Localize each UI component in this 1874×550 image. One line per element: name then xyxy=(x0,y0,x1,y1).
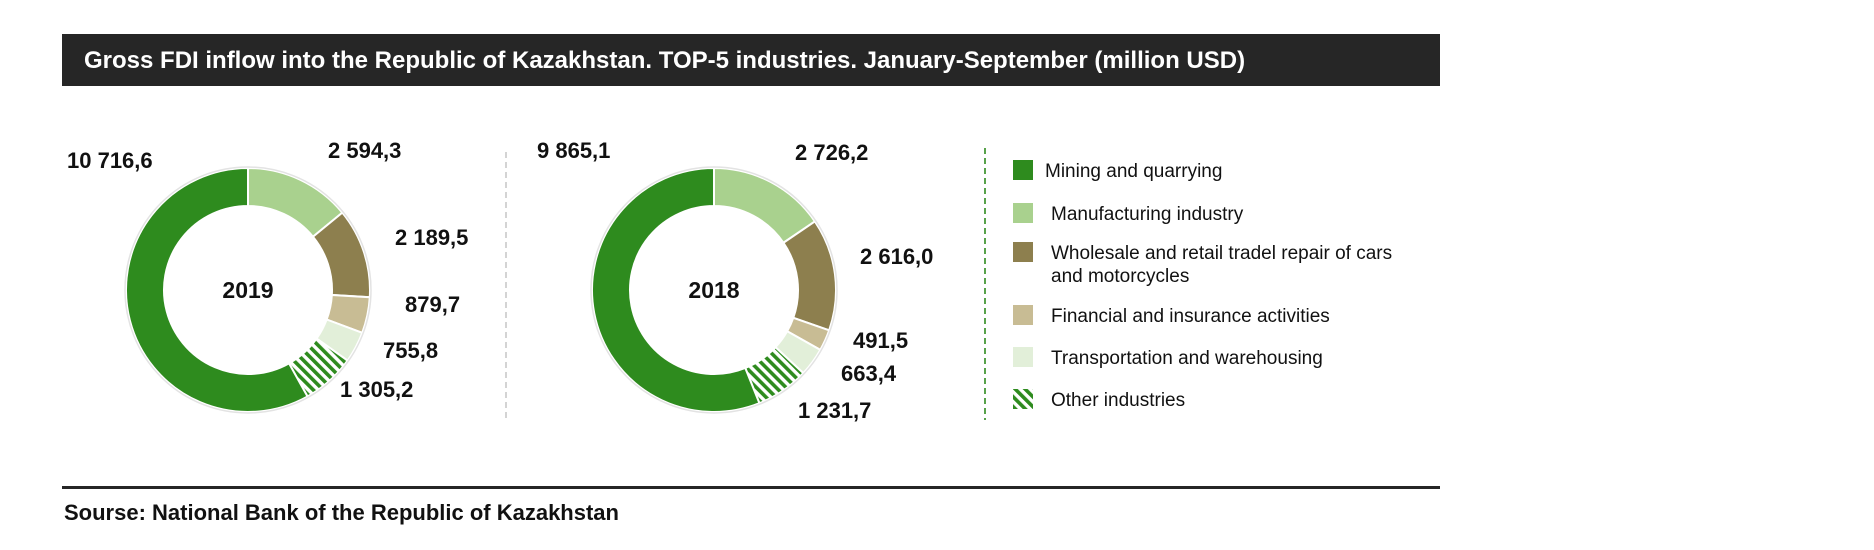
value-label-mining-and-quarrying-2018: 9 865,1 xyxy=(537,138,610,163)
donut-center-label: 2018 xyxy=(688,277,739,303)
legend-label: Manufacturing industry xyxy=(1051,204,1244,225)
value-label-manufacturing-industry-2018: 2 726,2 xyxy=(795,140,868,165)
legend-swatch xyxy=(1013,305,1033,325)
value-label-other-industries-2019: 1 305,2 xyxy=(340,377,413,402)
legend-label: Financial and insurance activities xyxy=(1051,306,1330,327)
value-label-other-industries-2018: 1 231,7 xyxy=(798,398,871,423)
slice-mining-and-quarrying-2019 xyxy=(125,166,309,413)
slice-mining-and-quarrying-2018 xyxy=(591,166,761,413)
legend-item-other-industries: Other industries xyxy=(1013,389,1185,411)
legend-label: Mining and quarrying xyxy=(1045,161,1222,182)
donut-outline xyxy=(124,166,372,414)
value-label-wholesale-and-retail-tradel-repair-of-cars-and-motorcycles-2018: 2 616,0 xyxy=(860,244,933,269)
legend-item-mining-and-quarrying: Mining and quarrying xyxy=(1013,160,1222,182)
source-note: Sourse: National Bank of the Republic of… xyxy=(64,500,619,525)
legend-label: Transportation and warehousing xyxy=(1051,348,1323,369)
legend-item-manufacturing-industry: Manufacturing industry xyxy=(1013,203,1244,225)
value-label-financial-and-insurance-activities-2018: 491,5 xyxy=(853,328,908,353)
donut-2018: 2018 9 865,1 2 726,2 2 616,0 491,5 663,4 1 231… xyxy=(537,138,933,423)
legend-swatch xyxy=(1013,389,1033,409)
value-label-transportation-and-warehousing-2018: 663,4 xyxy=(841,361,897,386)
chart-title: Gross FDI inflow into the Republic of Ka… xyxy=(84,47,1246,74)
donut-center-label: 2019 xyxy=(222,277,273,303)
slice-wholesale-and-retail-tradel-repair-of-cars-and-motorcycles-2018 xyxy=(782,220,837,332)
legend-label: Other industries xyxy=(1051,390,1185,411)
donut-2019: 2019 10 716,6 2 594,3 2 189,5 879,7 755,8 1 30… xyxy=(67,138,468,414)
value-label-wholesale-and-retail-tradel-repair-of-cars-and-motorcycles-2019: 2 189,5 xyxy=(395,225,468,250)
legend-item-wholesale-and-retail-tradel-repair-of-cars-and-motorcycles: Wholesale and retail tradel repair of ca… xyxy=(1013,242,1392,287)
legend-swatch xyxy=(1013,160,1033,180)
legend-item-transportation-and-warehousing: Transportation and warehousing xyxy=(1013,347,1323,369)
value-label-transportation-and-warehousing-2019: 755,8 xyxy=(383,338,438,363)
donut-outline xyxy=(590,166,838,414)
value-label-mining-and-quarrying-2019: 10 716,6 xyxy=(67,148,153,173)
value-label-financial-and-insurance-activities-2019: 879,7 xyxy=(405,292,460,317)
legend-label: Wholesale and retail tradel repair of ca… xyxy=(1051,243,1392,287)
value-label-manufacturing-industry-2019: 2 594,3 xyxy=(328,138,401,163)
legend-swatch xyxy=(1013,347,1033,367)
title-bar: Gross FDI inflow into the Republic of Ka… xyxy=(62,34,1440,86)
legend-swatch xyxy=(1013,242,1033,262)
legend-swatch xyxy=(1013,203,1033,223)
legend-item-financial-and-insurance-activities: Financial and insurance activities xyxy=(1013,305,1330,327)
source-divider xyxy=(62,486,1440,489)
